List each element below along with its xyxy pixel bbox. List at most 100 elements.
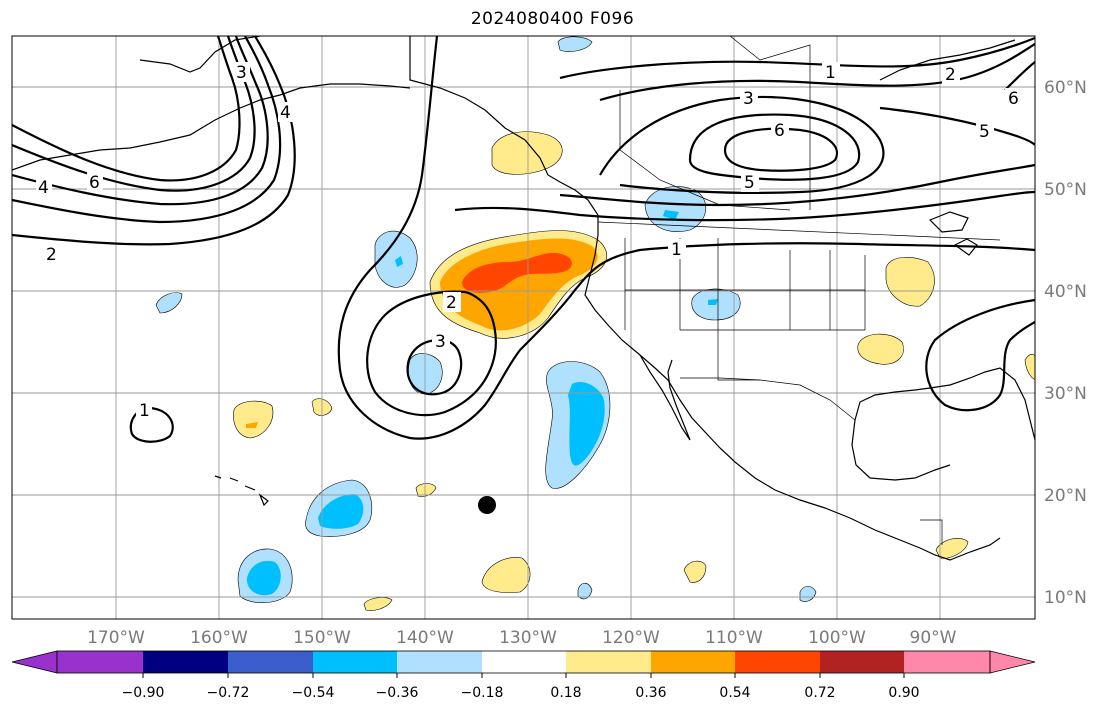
colorbar-label: 0.36 xyxy=(635,685,666,701)
coastlines xyxy=(12,36,1035,561)
latitude-labels: 60°N 50°N 40°N 30°N 20°N 10°N xyxy=(1044,78,1087,608)
colorbar-segment xyxy=(651,651,735,673)
contour-line xyxy=(12,36,269,206)
contour-line xyxy=(337,36,1035,440)
alaska-coastline xyxy=(139,36,261,73)
negative-anomaly-core xyxy=(395,256,403,267)
colorbar-segment xyxy=(228,651,313,673)
colorbar-segment xyxy=(143,651,228,673)
negative-anomaly-region xyxy=(557,36,593,52)
positive-anomaly-region xyxy=(363,597,393,611)
contour-label: 3 xyxy=(236,63,247,83)
negative-anomaly-core xyxy=(246,560,281,596)
negative-anomaly-region xyxy=(374,230,418,288)
contour-label: 6 xyxy=(774,121,785,141)
colorbar-extend-low xyxy=(11,650,58,674)
positive-anomaly-region xyxy=(683,560,707,583)
contour-label: 5 xyxy=(979,122,990,142)
colorbar-label: 0.90 xyxy=(888,685,919,701)
contour-label: 1 xyxy=(825,63,836,83)
contour-label: 2 xyxy=(46,245,57,265)
colorbar-extend-high xyxy=(989,650,1036,674)
colorbar-segment xyxy=(820,651,904,673)
colorbar-label: −0.36 xyxy=(376,685,419,701)
lon-label: 120°W xyxy=(602,628,660,648)
map-area[interactable]: 2 3 1 2 4 6 1 5 6 3 1 2 5 6 xyxy=(12,36,1036,619)
lat-label: 20°N xyxy=(1044,486,1087,506)
colorbar-label: 0.54 xyxy=(719,685,750,701)
negative-anomaly-region xyxy=(799,586,817,602)
positive-anomaly-region xyxy=(935,538,969,559)
contour-line xyxy=(559,163,1035,207)
lon-label: 90°W xyxy=(910,628,957,648)
positive-anomaly-region xyxy=(233,400,274,439)
colorbar-segment xyxy=(57,651,143,673)
contour-label: 4 xyxy=(280,103,291,123)
contour-line xyxy=(129,406,174,443)
alaska-coastline xyxy=(12,83,411,171)
positive-anomaly-region xyxy=(857,333,904,365)
colorbar-segment xyxy=(397,651,482,673)
hudson-bay-coastline xyxy=(879,39,1016,81)
negative-anomaly-core xyxy=(708,299,718,305)
negative-anomaly-core xyxy=(663,210,679,220)
colorbar-label: −0.54 xyxy=(292,685,335,701)
lon-label: 140°W xyxy=(396,628,454,648)
lon-label: 130°W xyxy=(499,628,557,648)
contour-label: 4 xyxy=(38,178,49,198)
positive-anomaly-region xyxy=(481,557,531,593)
contour-label: 2 xyxy=(945,65,956,85)
positive-anomaly-region xyxy=(415,483,437,498)
colorbar-ticks xyxy=(142,673,905,678)
lon-label: 110°W xyxy=(705,628,763,648)
contour-line xyxy=(406,338,463,396)
contour-label: 2 xyxy=(446,293,457,313)
location-marker xyxy=(478,496,496,514)
colorbar-label: 0.18 xyxy=(550,685,581,701)
positive-anomaly-peak xyxy=(462,252,572,293)
contour-labels: 2 3 1 2 4 6 1 5 6 3 1 2 5 6 xyxy=(36,62,1023,421)
gridlines xyxy=(12,36,1035,619)
hawaii-islands xyxy=(214,475,269,507)
lat-label: 50°N xyxy=(1044,180,1087,200)
colorbar-label: −0.90 xyxy=(122,685,165,701)
contour-line xyxy=(12,36,296,246)
contour-line xyxy=(12,36,282,224)
colorbar-label: −0.18 xyxy=(461,685,504,701)
lat-label: 30°N xyxy=(1044,384,1087,404)
contour-line xyxy=(688,113,861,181)
negative-anomaly-core xyxy=(568,381,605,466)
contour-label: 5 xyxy=(744,173,755,193)
positive-anomaly-region xyxy=(1024,353,1035,380)
contour-line xyxy=(723,127,838,172)
gulf-coastline xyxy=(854,367,1035,441)
yucatan-coastline xyxy=(851,419,951,481)
positive-anomaly-region xyxy=(885,257,935,307)
lon-label: 160°W xyxy=(190,628,248,648)
contour-label: 3 xyxy=(435,332,446,352)
map-title: 2024080400 F096 xyxy=(470,9,635,29)
colorbar-segment xyxy=(566,651,651,673)
colorbar-segment xyxy=(735,651,820,673)
contour-label: 6 xyxy=(1008,89,1019,109)
lon-label: 170°W xyxy=(87,628,145,648)
contour-label: 6 xyxy=(89,173,100,193)
negative-anomaly-region xyxy=(577,582,593,600)
contour-line xyxy=(599,43,1035,102)
political-borders xyxy=(597,36,1001,545)
lat-label: 10°N xyxy=(1044,588,1087,608)
lon-label: 150°W xyxy=(293,628,351,648)
contour-line xyxy=(925,298,1035,412)
contour-label: 3 xyxy=(743,89,754,109)
contour-label: 1 xyxy=(139,401,150,421)
baja-coastline xyxy=(639,354,691,441)
contour-line xyxy=(454,190,1035,222)
negative-anomaly-region xyxy=(155,292,183,314)
lon-label: 100°W xyxy=(808,628,866,648)
contour-line xyxy=(12,36,241,182)
lat-label: 40°N xyxy=(1044,282,1087,302)
colorbar-segment xyxy=(313,651,397,673)
great-lakes xyxy=(928,211,978,256)
colorbar-segment xyxy=(904,651,990,673)
